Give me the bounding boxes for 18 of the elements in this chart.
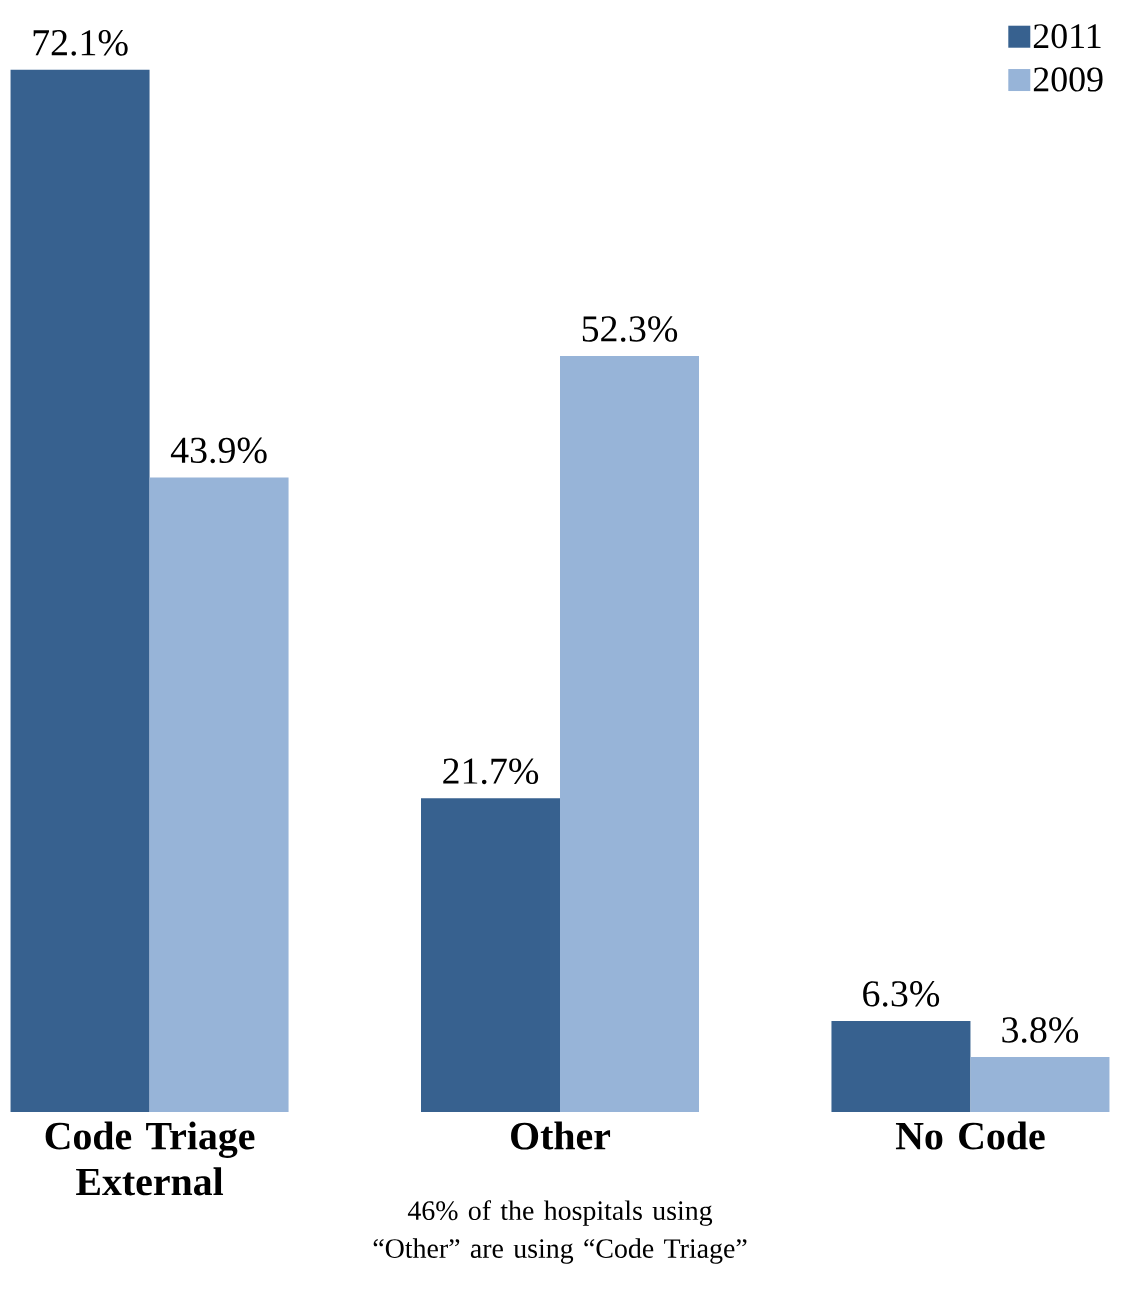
x-tick-label: Code Triage External: [45, 1121, 255, 1196]
bar: [560, 356, 700, 1112]
data-label: 6.3%: [863, 981, 940, 1007]
bar: [421, 798, 561, 1112]
data-label: 72.1%: [33, 29, 128, 56]
data-label: 3.8%: [1002, 1017, 1079, 1043]
data-label: 43.9%: [170, 437, 267, 464]
data-label: 21.7%: [443, 758, 539, 785]
bar: [970, 1057, 1110, 1112]
bar: [10, 69, 150, 1112]
legend-label: 2009: [1033, 67, 1103, 92]
data-label: 52.3%: [582, 316, 678, 342]
text: 46% of the hospitals using “Other” are using “Code Triage”: [373, 1200, 747, 1264]
legend-label: 2011: [1033, 24, 1101, 49]
x-tick-label: Other: [511, 1121, 611, 1150]
bar: [831, 1020, 971, 1112]
bar: [149, 477, 289, 1112]
x-tick-label: No Code: [895, 1121, 1045, 1150]
